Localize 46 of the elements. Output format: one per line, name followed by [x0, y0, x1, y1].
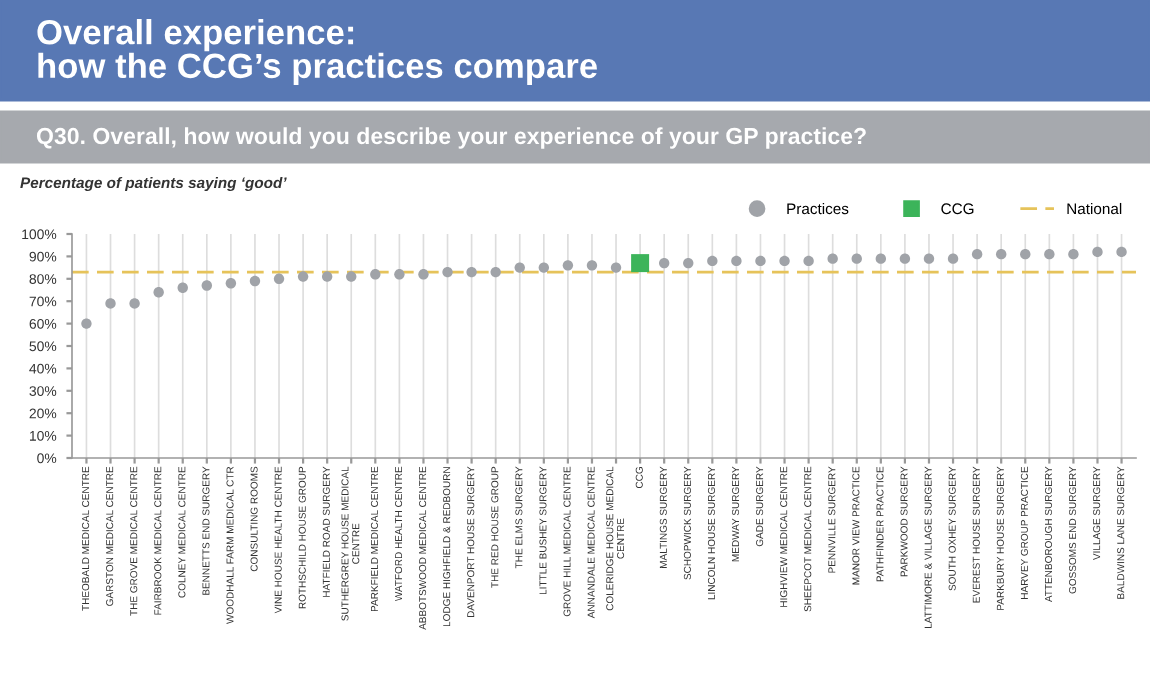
point	[442, 266, 453, 278]
point	[346, 271, 357, 282]
point	[105, 298, 116, 309]
point	[586, 260, 598, 271]
point	[971, 248, 983, 260]
point	[631, 254, 650, 273]
point	[947, 253, 959, 264]
point	[707, 255, 718, 267]
point	[201, 280, 212, 291]
point	[610, 262, 622, 273]
point	[297, 271, 309, 282]
chart-title: Overall experience: how the CCG’s practices compare	[37, 19, 597, 85]
point	[370, 269, 381, 280]
point	[658, 257, 670, 269]
point	[153, 287, 164, 298]
point	[1068, 248, 1079, 260]
point	[249, 275, 261, 287]
point	[394, 269, 405, 280]
point	[81, 318, 92, 329]
point	[827, 253, 838, 264]
point	[418, 269, 429, 280]
point	[1044, 248, 1055, 260]
point	[1092, 246, 1103, 258]
point	[225, 278, 237, 289]
point	[1116, 246, 1127, 258]
point	[779, 255, 790, 267]
point	[129, 298, 140, 309]
point	[490, 266, 501, 278]
point	[923, 253, 935, 264]
point	[273, 273, 285, 284]
point	[803, 255, 814, 267]
point	[899, 253, 911, 264]
point	[514, 262, 525, 273]
point	[755, 255, 766, 267]
point	[683, 257, 694, 269]
chart-subtitle: Q30. Overall, how would you describe your experience of your GP practice?	[36, 127, 866, 149]
point	[466, 266, 477, 278]
point	[1020, 248, 1031, 260]
point	[851, 253, 862, 264]
point	[875, 253, 887, 264]
point	[562, 260, 574, 271]
point	[321, 271, 333, 282]
point	[996, 248, 1007, 260]
point	[177, 282, 188, 293]
point	[731, 255, 742, 267]
point	[538, 262, 550, 273]
